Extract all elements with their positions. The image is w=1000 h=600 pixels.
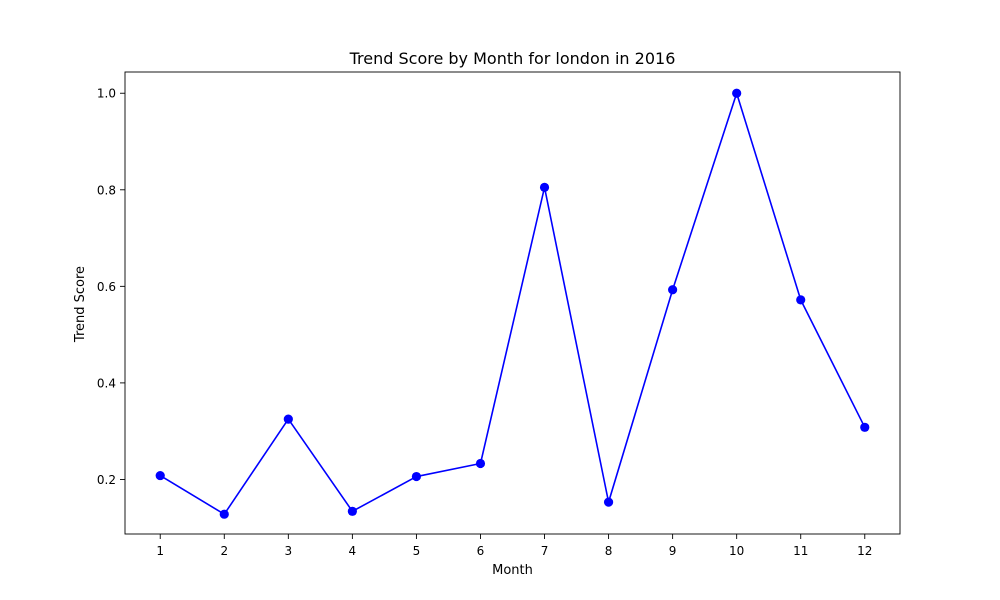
x-tick-label: 5 xyxy=(413,544,421,558)
y-tick-label: 0.6 xyxy=(97,280,116,294)
axes-frame xyxy=(124,71,901,535)
y-tick-label: 0.2 xyxy=(97,473,116,487)
data-point xyxy=(668,285,678,295)
y-tick-label: 0.8 xyxy=(97,183,116,197)
data-point xyxy=(283,414,293,424)
data-point xyxy=(860,422,870,432)
data-point xyxy=(539,182,550,192)
x-tick-label: 4 xyxy=(349,544,357,558)
chart-title: Trend Score by Month for london in 2016 xyxy=(349,49,676,68)
data-point xyxy=(603,497,614,507)
data-point xyxy=(347,506,357,516)
x-tick-label: 1 xyxy=(156,544,164,558)
data-point xyxy=(411,471,422,482)
data-point xyxy=(796,295,806,305)
x-tick-label: 10 xyxy=(729,544,744,558)
x-tick-label: 11 xyxy=(793,544,808,558)
data-point xyxy=(219,509,229,519)
data-point xyxy=(732,88,742,98)
data-point xyxy=(475,458,486,469)
x-axis-label: Month xyxy=(492,563,533,578)
y-tick-label: 0.4 xyxy=(97,376,116,390)
y-tick-label: 1.0 xyxy=(97,87,116,101)
y-axis-label: Trend Score xyxy=(73,266,88,343)
x-tick-label: 8 xyxy=(605,544,613,558)
x-tick-label: 7 xyxy=(541,544,549,558)
x-tick-label: 12 xyxy=(857,544,872,558)
x-tick-label: 3 xyxy=(285,544,293,558)
x-tick-label: 2 xyxy=(220,544,228,558)
plot-area: 1 2 3 4 5 6 7 8 9 10 11 120.20.40.60.81.0 xyxy=(97,71,901,558)
x-tick-label: 9 xyxy=(669,544,677,558)
series-line xyxy=(159,92,866,516)
x-tick-label: 6 xyxy=(477,544,485,558)
data-point xyxy=(155,470,165,481)
